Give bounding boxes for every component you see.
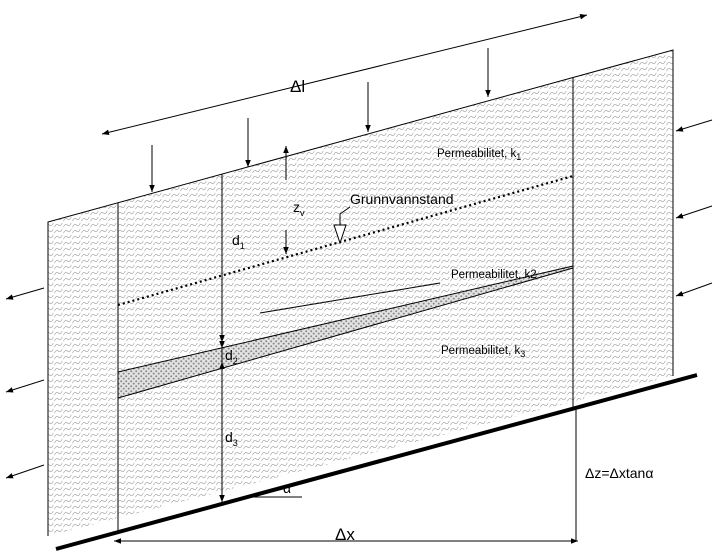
groundwater-label: Grunnvannstand (350, 191, 454, 207)
base-slope-line (55, 373, 698, 551)
perm-k2-label: Permeabilitet, k2 (451, 269, 537, 281)
perm-k1-label: Permeabilitet, k1 (437, 148, 521, 162)
delta-l-label: Δl (290, 77, 305, 96)
soil-body (48, 50, 673, 536)
inflow-arrows (675, 119, 713, 297)
groundwater-marker (333, 206, 351, 245)
delta-x-label: Δx (335, 525, 355, 544)
delta-l-arrow (101, 13, 588, 136)
alpha-label: α (283, 480, 291, 496)
d2-label: d2 (225, 347, 238, 366)
perm-k3-label: Permeabilitet, k3 (441, 345, 525, 359)
groundwater-line (117, 174, 574, 307)
d3-label: d3 (225, 429, 238, 448)
depth-indicators (219, 146, 289, 502)
k2-leader-line (259, 282, 441, 314)
zv-label: zv (293, 199, 305, 218)
d1-label: d1 (232, 232, 245, 251)
outflow-arrows (5, 287, 45, 479)
delta-z-label: Δz=Δxtanα (585, 465, 653, 481)
